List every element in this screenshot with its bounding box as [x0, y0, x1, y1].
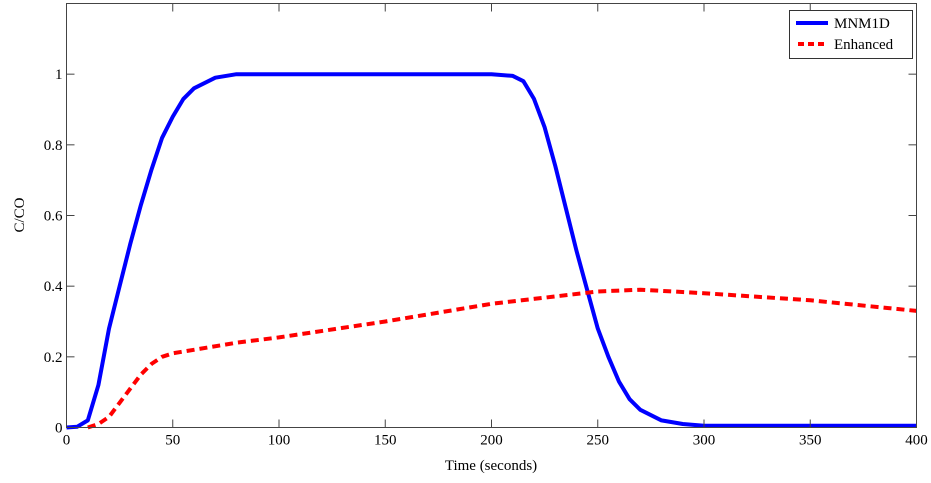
y-tick-label: 0 [55, 421, 63, 437]
x-axis-label: Time (seconds) [445, 458, 537, 474]
series-line-enhanced [87, 287, 917, 430]
x-tick-label: 250 [587, 433, 610, 449]
x-tick-label: 0 [63, 433, 71, 449]
legend-label-enhanced: Enhanced [834, 37, 894, 53]
series-line-mnm1d [66, 72, 917, 430]
x-tick-label: 100 [268, 433, 291, 449]
legend: MNM1D Enhanced [789, 10, 913, 59]
y-axis-label: C/CO [12, 197, 28, 232]
y-tick-label: 0.6 [44, 209, 63, 225]
x-tick-label: 150 [374, 433, 397, 449]
x-tick-label: 400 [905, 433, 928, 449]
y-tick-label: 0.2 [44, 350, 63, 366]
x-tick-label: 300 [693, 433, 716, 449]
plot-frame [66, 3, 917, 428]
legend-box [789, 10, 913, 59]
legend-label-mnm1d: MNM1D [834, 16, 890, 32]
x-tick-label: 50 [165, 433, 180, 449]
y-tick-label: 1 [55, 67, 63, 83]
x-tick-label: 200 [480, 433, 503, 449]
y-tick-label: 0.4 [44, 279, 63, 295]
x-tick-label: 350 [799, 433, 822, 449]
y-tick-label: 0.8 [44, 138, 63, 154]
